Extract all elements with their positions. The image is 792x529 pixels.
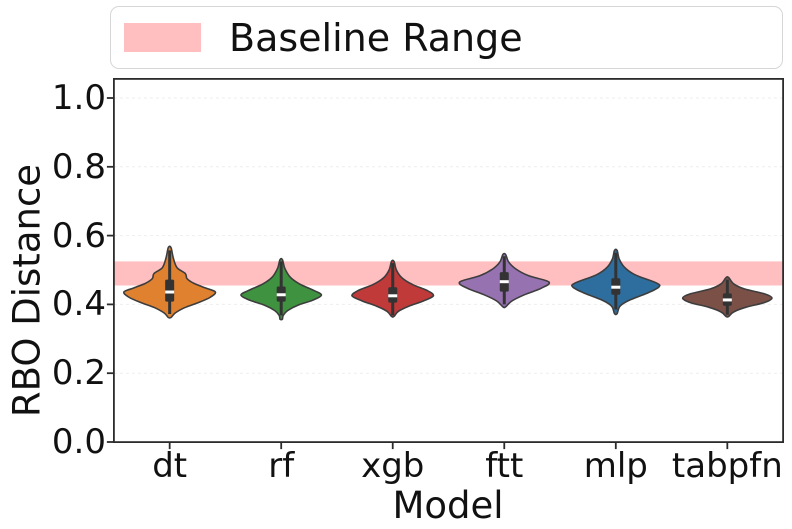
y-tick-label: 1.0 <box>51 78 106 118</box>
y-tick-label: 0.0 <box>51 422 106 462</box>
x-tick-label-tabpfn: tabpfn <box>671 446 783 486</box>
y-tick-label: 0.2 <box>51 353 106 394</box>
legend-label: Baseline Range <box>229 15 523 60</box>
baseline-range-band <box>113 261 784 286</box>
x-tick-label-rf: rf <box>268 446 295 486</box>
y-tick-label: 0.8 <box>51 146 106 187</box>
y-tick-label: 0.4 <box>51 284 106 325</box>
x-tick-label-dt: dt <box>152 446 188 486</box>
legend: Baseline Range <box>110 6 783 69</box>
x-tick-label-mlp: mlp <box>583 446 648 486</box>
x-tick-label-ftt: ftt <box>485 446 524 486</box>
x-tick-label-xgb: xgb <box>361 446 425 486</box>
y-tick-label: 0.6 <box>51 215 106 256</box>
legend-swatch-baseline-range <box>124 23 201 52</box>
x-axis-title: Model <box>392 484 504 527</box>
plot-border <box>113 78 785 444</box>
